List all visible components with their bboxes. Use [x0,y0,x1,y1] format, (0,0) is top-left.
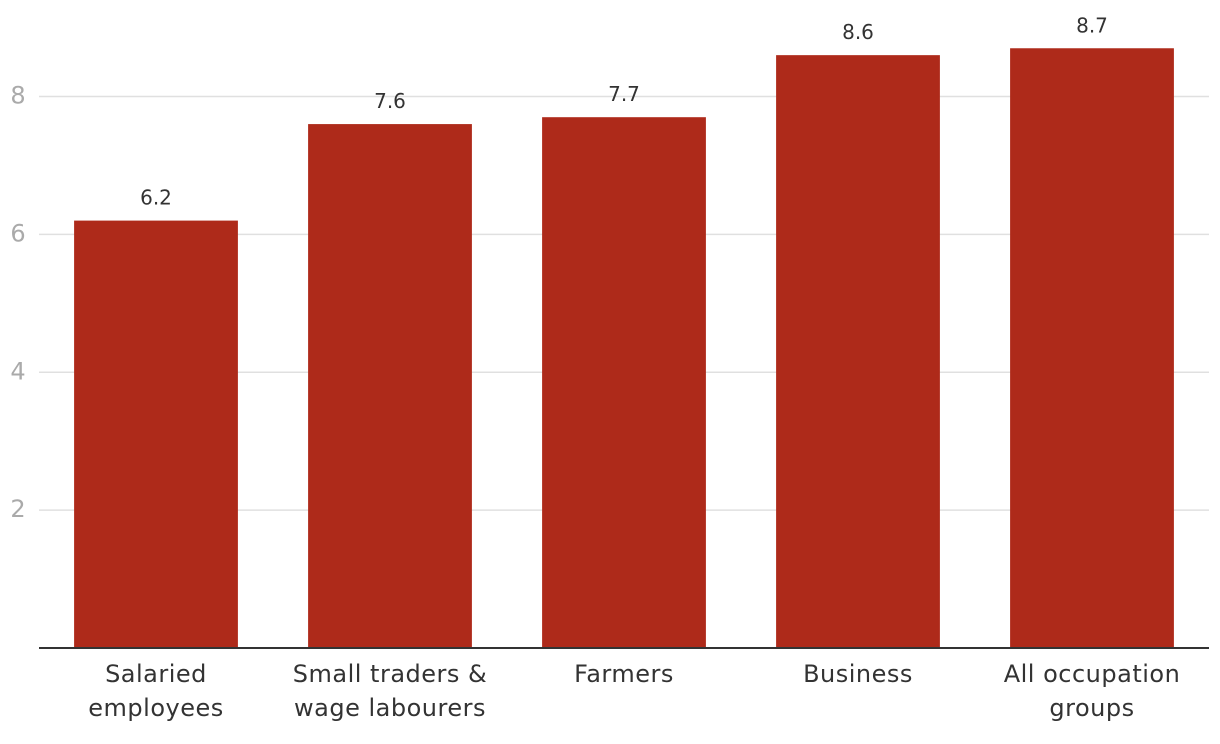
x-tick-label: Business [803,660,913,688]
value-label: 7.6 [374,89,406,113]
value-label: 6.2 [140,186,172,210]
y-tick-label: 4 [10,357,25,385]
y-tick-label: 2 [10,495,25,523]
x-tick-label: Small traders & wage labourers [292,660,488,722]
bar [308,124,472,649]
value-label: 7.7 [608,82,640,106]
bar [776,55,940,649]
value-label: 8.7 [1076,13,1108,37]
y-tick-label: 8 [10,82,25,110]
x-tick-label: Salaried employees [88,660,224,722]
bar [1010,48,1174,649]
bar [542,117,706,649]
x-tick-label: All occupation groups [1003,660,1181,722]
value-label: 8.6 [842,20,874,44]
x-tick-label: Farmers [574,660,674,688]
y-tick-label: 6 [10,219,25,247]
bar [74,220,238,648]
